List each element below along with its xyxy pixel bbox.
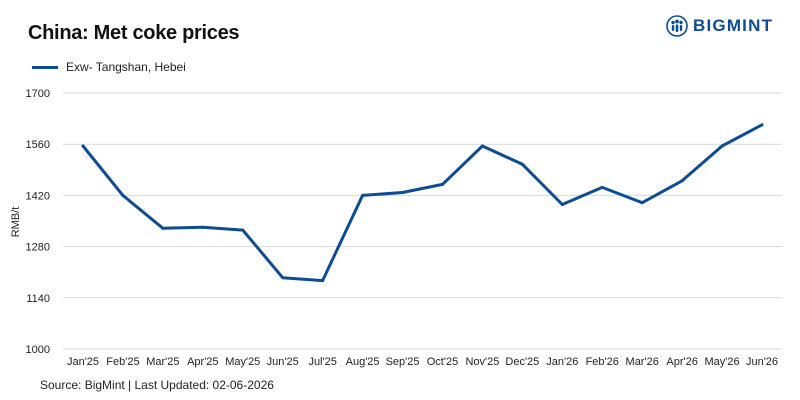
x-tick-label: Jun'25 [267,356,299,368]
x-tick-label: Oct'25 [427,356,458,368]
x-tick-label: Jul'25 [308,356,336,368]
data-point [241,228,245,232]
x-tick-label: Sep'25 [386,356,420,368]
series-group [81,123,764,283]
x-tick-label: Aug'25 [346,356,380,368]
x-tick-label: Feb'25 [106,356,139,368]
y-tick-label: 1000 [26,344,50,356]
data-point [560,203,564,207]
people-logo-icon [666,15,688,37]
legend-label: Exw- Tangshan, Hebei [66,60,186,74]
data-point [720,144,724,148]
data-point [640,201,644,205]
x-axis-ticks: Jan'25 Feb'25 Mar'25 Apr'25 May'25 Jun'25 Jul'… [67,356,778,368]
data-point [480,144,484,148]
x-tick-label: May'25 [225,356,260,368]
x-tick-label: Jan'26 [546,356,578,368]
chart-title: China: Met coke prices [28,22,240,44]
x-tick-label: Feb'26 [586,356,619,368]
data-point [361,193,365,197]
x-tick-label: Mar'25 [146,356,179,368]
x-tick-label: May'26 [704,356,739,368]
x-tick-label: Dec'25 [505,356,539,368]
data-point [281,276,285,280]
grid-lines [63,92,782,350]
chart-legend: Exw- Tangshan, Hebei [32,60,186,74]
data-point [161,226,165,230]
x-tick-label: Jun'26 [746,356,778,368]
data-point [760,123,764,127]
y-axis-label: RMB/t [10,207,22,238]
x-tick-label: Mar'26 [626,356,659,368]
x-tick-label: Apr'26 [666,356,697,368]
series-line [81,123,764,283]
y-tick-label: 1700 [26,88,50,100]
x-tick-label: Jan'25 [67,356,99,368]
data-point [121,193,125,197]
y-tick-label: 1140 [26,293,50,305]
data-point [401,190,405,194]
source-note: Source: BigMint | Last Updated: 02-06-20… [40,378,274,392]
y-tick-label: 1280 [26,242,50,254]
data-point [520,162,524,166]
y-axis-ticks: 1000 1140 1280 1420 1560 1700 [26,88,50,356]
data-point [321,279,325,283]
brand-logo: BIGMINT [666,14,773,38]
y-tick-label: 1420 [26,190,50,202]
y-tick-label: 1560 [26,139,50,151]
data-point [81,144,85,148]
data-point [201,225,205,229]
x-tick-label: Nov'25 [465,356,499,368]
data-point [600,185,604,189]
brand-name: BIGMINT [693,16,774,35]
x-tick-label: Apr'25 [187,356,218,368]
legend-swatch [32,65,58,69]
data-point [680,179,684,183]
data-point [440,182,444,186]
